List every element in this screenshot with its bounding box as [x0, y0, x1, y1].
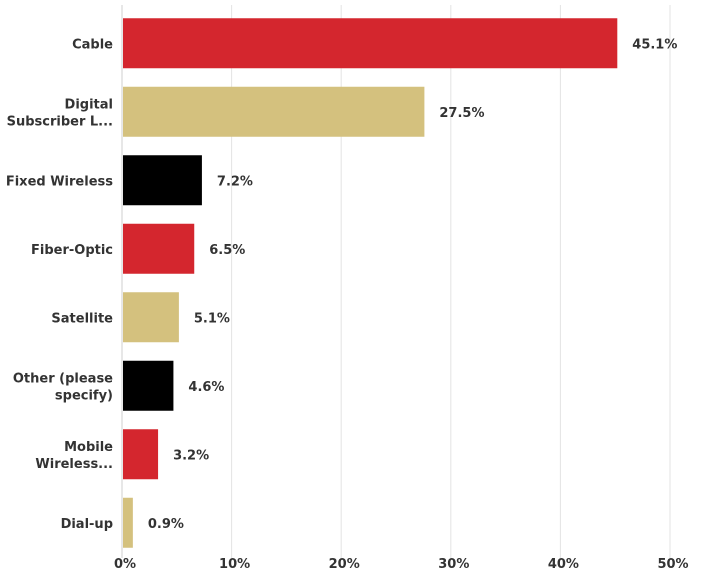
value-label: 6.5%: [209, 243, 245, 258]
value-label: 4.6%: [188, 380, 224, 395]
category-label: Dial-up: [61, 517, 113, 532]
value-label: 27.5%: [439, 106, 484, 121]
category-label: Other (please: [13, 371, 113, 386]
bar: [123, 497, 133, 548]
x-tick-label: 50%: [657, 557, 688, 572]
category-label: Wireless...: [35, 457, 113, 472]
x-tick-labels: 0% 10% 20% 30% 40% 50%: [114, 557, 689, 572]
value-label: 45.1%: [632, 37, 677, 52]
category-label: Fixed Wireless: [6, 174, 113, 189]
category-label: Subscriber L...: [7, 114, 113, 129]
value-label: 0.9%: [148, 517, 184, 532]
bar: [123, 155, 202, 206]
x-tick-label: 0%: [114, 557, 136, 572]
bar: [123, 292, 179, 343]
x-tick-label: 20%: [329, 557, 360, 572]
bar: [123, 18, 618, 69]
x-tick-label: 30%: [438, 557, 469, 572]
bar: [123, 429, 159, 480]
category-label: Satellite: [51, 311, 113, 326]
category-labels: Cable Digital Subscriber L... Fixed Wireles…: [6, 37, 113, 532]
x-tick-label: 10%: [219, 557, 250, 572]
category-label: Cable: [72, 37, 113, 52]
bar: [123, 223, 195, 274]
bar: [123, 86, 425, 137]
category-label: specify): [55, 388, 113, 403]
category-label: Digital: [65, 97, 113, 112]
value-label: 7.2%: [217, 174, 253, 189]
category-label: Mobile: [64, 440, 113, 455]
value-labels: 45.1% 27.5% 7.2% 6.5% 5.1% 4.6% 3.2% 0.9%: [148, 37, 678, 532]
bar: [123, 360, 174, 411]
x-tick-label: 40%: [548, 557, 579, 572]
value-label: 5.1%: [194, 311, 230, 326]
category-label: Fiber-Optic: [31, 243, 113, 258]
value-label: 3.2%: [173, 448, 209, 463]
bars: [123, 18, 618, 548]
